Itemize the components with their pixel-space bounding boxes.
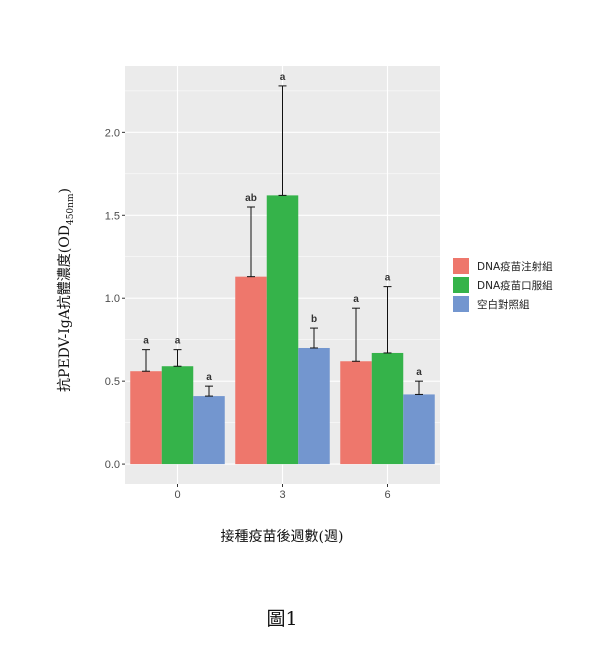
significance-letter: a <box>280 72 286 83</box>
y-axis-title: 抗PEDV-IgA抗體濃度(OD450nm) <box>57 188 76 392</box>
y-axis-title-end: ) <box>57 188 73 193</box>
x-tick-label: 3 <box>279 489 285 501</box>
bar <box>298 347 330 465</box>
x-axis-ticks: 0 3 6 <box>174 484 391 501</box>
x-tick-label: 6 <box>384 489 390 501</box>
legend-label: 空白對照組 <box>477 298 530 311</box>
y-axis-title-subscript: 450nm <box>66 193 76 225</box>
y-axis-title-main: 抗PEDV-IgA抗體濃度(OD <box>57 225 73 392</box>
significance-letter: a <box>206 372 212 383</box>
bar <box>340 361 372 465</box>
bar <box>403 394 435 465</box>
bar <box>371 352 404 465</box>
significance-letter: a <box>353 294 359 305</box>
y-tick-label: 1.0 <box>105 293 120 305</box>
bar <box>130 371 162 465</box>
y-tick-label: 0.0 <box>105 459 120 471</box>
y-axis-ticks: 0.0 0.5 1.0 1.5 2.0 <box>105 127 125 471</box>
legend-label: DNA疫苗口服組 <box>477 279 553 292</box>
significance-letter: a <box>385 273 391 284</box>
bar <box>193 396 225 465</box>
legend-swatch <box>453 277 469 293</box>
x-axis-title: 接種疫苗後週數(週) <box>221 528 344 545</box>
significance-letter: a <box>416 367 422 378</box>
x-tick-label: 0 <box>174 489 180 501</box>
legend-label: DNA疫苗注射組 <box>477 260 553 273</box>
bar <box>266 195 299 465</box>
significance-letter: a <box>143 336 149 347</box>
y-tick-label: 0.5 <box>105 376 120 388</box>
significance-letter: ab <box>245 193 257 204</box>
figure-caption: 圖1 <box>266 608 297 630</box>
legend-swatch <box>453 296 469 312</box>
legend-swatch <box>453 258 469 274</box>
bar <box>161 366 194 465</box>
y-tick-label: 2.0 <box>105 127 120 139</box>
y-tick-label: 1.5 <box>105 210 120 222</box>
significance-letter: a <box>175 336 181 347</box>
significance-letter: b <box>311 314 317 325</box>
bar <box>235 276 267 465</box>
